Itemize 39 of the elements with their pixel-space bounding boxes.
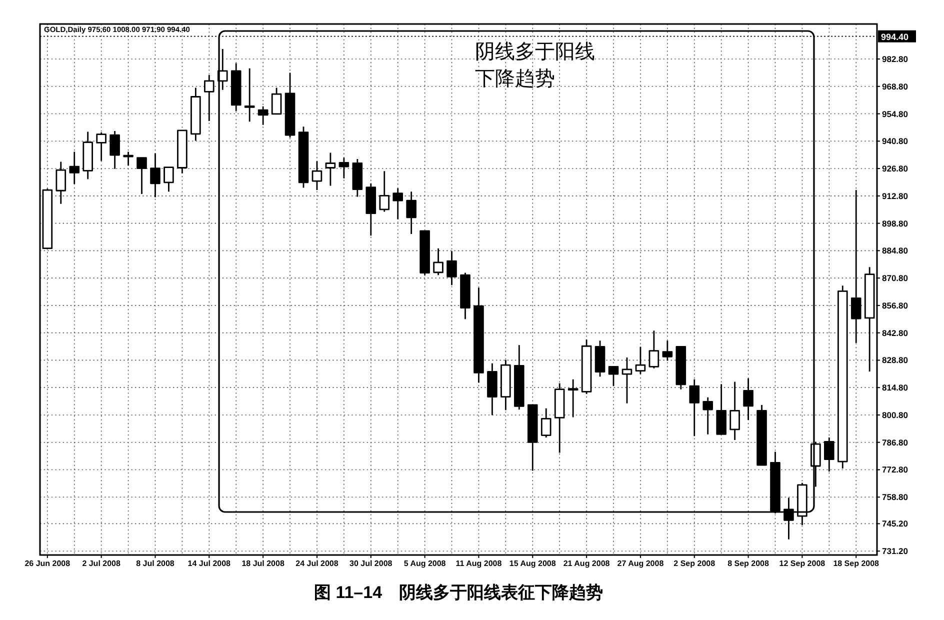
x-tick-label: 15 Aug 2008: [509, 559, 556, 568]
y-tick-label: 758.80: [882, 492, 908, 502]
y-tick-label: 912.80: [882, 190, 908, 201]
y-tick-label: 800.80: [882, 410, 908, 420]
y-tick-label: 745.20: [882, 518, 908, 529]
x-tick-label: 26 Jun 2008: [24, 559, 71, 568]
y-tick-label: 828.80: [882, 355, 908, 366]
y-tick-label: 786.80: [882, 437, 908, 448]
y-tick-label: 968.80: [882, 81, 908, 92]
x-tick-label: 27 Aug 2008: [617, 559, 664, 568]
y-tick-label: 842.80: [882, 328, 908, 338]
x-tick-label: 12 Sep 2008: [779, 559, 826, 568]
x-tick-label: 18 Jul 2008: [242, 559, 285, 568]
x-tick-label: 8 Jul 2008: [136, 559, 175, 568]
y-tick-label: 870.80: [882, 273, 908, 284]
x-tick-label: 14 Jul 2008: [188, 559, 232, 568]
y-tick-label: 856.80: [882, 300, 908, 310]
y-tick-label: 982.80: [882, 54, 908, 64]
y-tick-label: 884.80: [882, 246, 908, 256]
x-tick-label: 2 Jul 2008: [82, 559, 121, 568]
x-tick-label: 21 Aug 2008: [563, 559, 610, 568]
x-tick-label: 11 Aug 2008: [456, 559, 502, 568]
y-tick-label: 772.80: [882, 464, 908, 475]
caption: 图 11–14 阴线多于阳线表征下降趋势: [314, 583, 604, 602]
ref-line-label: 994.40: [881, 32, 909, 42]
y-tick-label: 954.80: [882, 108, 908, 119]
x-tick-label: 5 Aug 2008: [404, 559, 446, 568]
annotation: 下降趋势: [475, 68, 556, 90]
y-tick-label: 731.20: [882, 546, 908, 556]
y-tick-label: 940.80: [882, 136, 908, 146]
annotation: 阴线多于阳线: [475, 40, 596, 63]
y-tick-label: 898.80: [882, 218, 908, 228]
x-tick-label: 30 Jul 2008: [350, 559, 393, 568]
y-tick-label: 814.80: [882, 382, 908, 393]
y-tick-label: 926.80: [882, 164, 908, 174]
x-tick-label: 24 Jul 2008: [296, 559, 339, 568]
x-tick-label: 2 Sep 2008: [674, 559, 716, 568]
x-tick-label: 18 Sep 2008: [833, 559, 880, 568]
x-tick-label: 8 Sep 2008: [728, 559, 770, 568]
